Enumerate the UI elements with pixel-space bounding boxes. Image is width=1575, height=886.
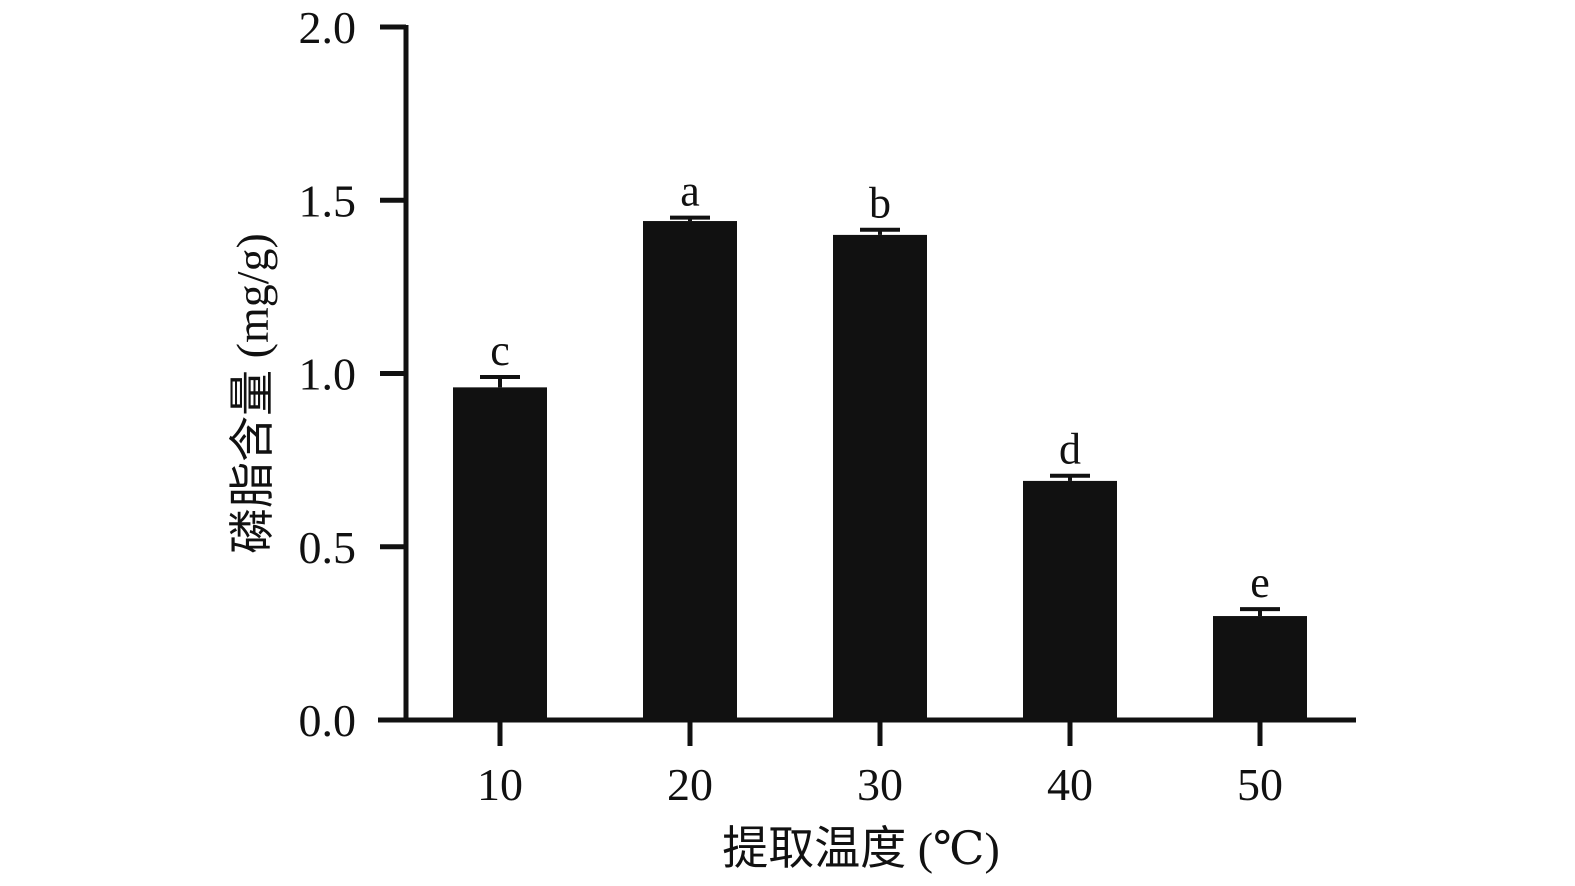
y-axis-ticks: 0.0 0.5 1.0 1.5 2.0: [299, 2, 406, 746]
x-tick-label: 50: [1237, 759, 1283, 810]
y-tick-label: 2.0: [299, 2, 357, 53]
significance-label: c: [490, 326, 510, 375]
bar: [643, 221, 737, 721]
x-axis-title: 提取温度 (℃): [722, 823, 1000, 874]
bar: [833, 234, 927, 720]
x-axis-ticks: 10 20 30 40 50: [477, 720, 1283, 810]
bars: [453, 221, 1307, 721]
x-tick-label: 30: [857, 759, 903, 810]
bar: [1023, 480, 1117, 720]
bar: [453, 387, 547, 720]
bar: [1213, 616, 1307, 720]
x-tick-label: 20: [667, 759, 713, 810]
x-tick-label: 10: [477, 759, 523, 810]
significance-label: e: [1250, 558, 1270, 607]
y-tick-label: 0.5: [299, 522, 357, 573]
significance-labels: c a b d e: [490, 167, 1270, 608]
significance-label: b: [869, 179, 891, 228]
error-bars: [480, 215, 1280, 617]
significance-label: a: [680, 167, 700, 216]
y-tick-label: 1.5: [299, 175, 357, 226]
y-tick-label: 0.0: [299, 695, 357, 746]
significance-label: d: [1059, 425, 1081, 474]
y-axis-title: 磷脂含量 (mg/g): [227, 233, 278, 554]
y-tick-label: 1.0: [299, 349, 357, 400]
x-tick-label: 40: [1047, 759, 1093, 810]
